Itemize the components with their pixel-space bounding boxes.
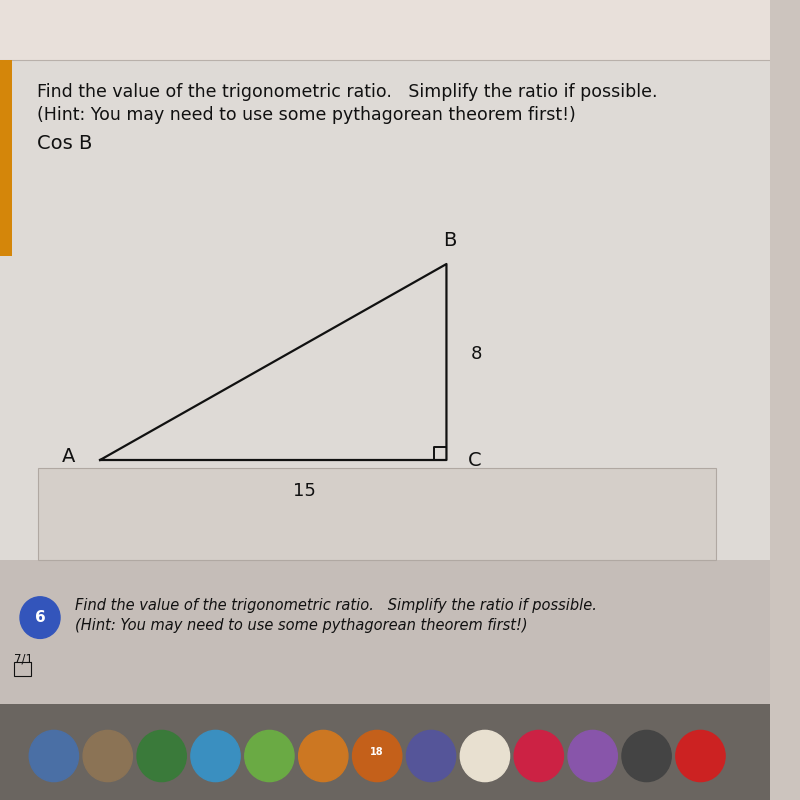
Text: B: B — [444, 230, 457, 250]
Text: Find the value of the trigonometric ratio.   Simplify the ratio if possible.: Find the value of the trigonometric rati… — [37, 83, 658, 101]
FancyBboxPatch shape — [0, 704, 770, 800]
Circle shape — [137, 730, 186, 782]
Circle shape — [353, 730, 402, 782]
Circle shape — [568, 730, 618, 782]
Text: (Hint: You may need to use some pythagorean theorem first!): (Hint: You may need to use some pythagor… — [75, 618, 528, 633]
Text: Find the value of the trigonometric ratio.   Simplify the ratio if possible.: Find the value of the trigonometric rati… — [75, 598, 598, 614]
Circle shape — [298, 730, 348, 782]
Circle shape — [30, 730, 78, 782]
Circle shape — [191, 730, 240, 782]
Text: Cos B: Cos B — [37, 134, 92, 153]
Text: (Hint: You may need to use some pythagorean theorem first!): (Hint: You may need to use some pythagor… — [37, 106, 576, 123]
Circle shape — [460, 730, 510, 782]
FancyBboxPatch shape — [0, 60, 11, 256]
Text: C: C — [468, 450, 482, 470]
Text: 15: 15 — [293, 482, 315, 501]
Circle shape — [83, 730, 132, 782]
Circle shape — [406, 730, 456, 782]
Circle shape — [676, 730, 725, 782]
Circle shape — [514, 730, 563, 782]
FancyBboxPatch shape — [38, 468, 716, 560]
Circle shape — [245, 730, 294, 782]
Circle shape — [20, 597, 60, 638]
FancyBboxPatch shape — [0, 0, 770, 60]
Text: 8: 8 — [471, 345, 482, 363]
Text: 18: 18 — [370, 747, 384, 757]
FancyBboxPatch shape — [0, 60, 770, 560]
Circle shape — [622, 730, 671, 782]
Text: A: A — [62, 446, 75, 466]
Text: 6: 6 — [34, 610, 46, 625]
Text: 7/1: 7/1 — [14, 652, 33, 665]
FancyBboxPatch shape — [0, 560, 770, 704]
